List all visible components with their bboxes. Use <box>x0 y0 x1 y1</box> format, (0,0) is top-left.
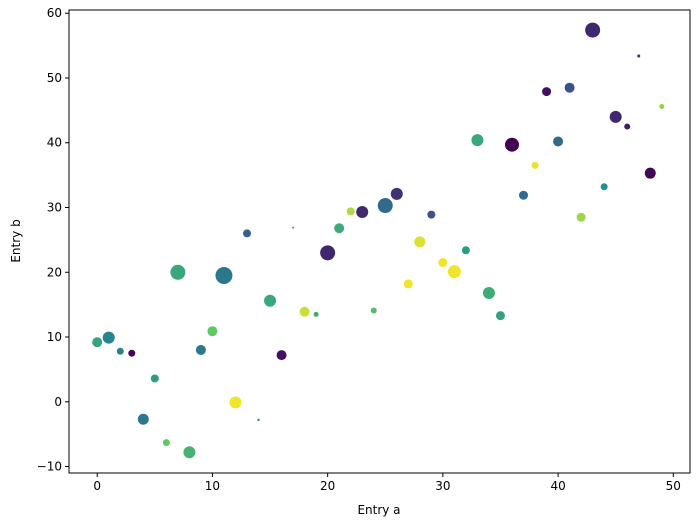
y-tick-label-50: 50 <box>47 71 62 85</box>
x-axis-label: Entry a <box>357 503 400 517</box>
data-point-31 <box>447 265 461 279</box>
data-point-11 <box>215 267 233 284</box>
y-tick-label-0: 0 <box>54 395 62 409</box>
data-point-49 <box>659 103 665 109</box>
data-point-47 <box>637 54 641 58</box>
data-point-26 <box>390 187 403 200</box>
data-point-41 <box>564 82 575 93</box>
data-point-1 <box>102 331 115 344</box>
y-axis-label: Entry b <box>9 219 23 262</box>
data-point-42 <box>576 212 586 222</box>
data-point-16 <box>276 350 287 361</box>
x-tick-label-50: 50 <box>666 479 681 493</box>
data-point-43 <box>585 22 601 38</box>
data-point-14 <box>257 418 260 422</box>
data-point-9 <box>195 344 206 355</box>
data-point-39 <box>542 87 552 97</box>
data-point-27 <box>403 279 413 289</box>
data-point-30 <box>438 258 448 268</box>
data-point-29 <box>427 210 436 219</box>
data-point-36 <box>505 137 519 152</box>
x-tick-label-0: 0 <box>93 479 101 493</box>
axes-frame <box>68 9 691 474</box>
data-point-7 <box>170 264 186 280</box>
y-tick-label-60: 60 <box>47 6 62 20</box>
y-tick-label-40: 40 <box>47 136 62 150</box>
data-point-35 <box>495 311 505 321</box>
data-point-8 <box>183 446 196 459</box>
data-point-23 <box>356 206 369 219</box>
data-point-46 <box>624 123 631 130</box>
data-point-4 <box>137 413 149 425</box>
data-point-34 <box>482 286 495 299</box>
y-tick-label-30: 30 <box>47 201 62 215</box>
data-point-28 <box>414 236 426 248</box>
data-point-33 <box>471 134 484 147</box>
data-point-40 <box>553 136 564 147</box>
data-point-20 <box>320 245 336 261</box>
x-tick-label-30: 30 <box>435 479 450 493</box>
x-tick-label-20: 20 <box>320 479 335 493</box>
data-point-10 <box>207 326 218 337</box>
data-point-22 <box>346 207 355 216</box>
data-point-18 <box>299 306 310 317</box>
axes: 0 10 20 30 40 50 −10 0 10 20 30 40 50 60 <box>37 6 691 493</box>
data-point-24 <box>370 307 377 314</box>
y-tick-label-20: 20 <box>47 265 62 279</box>
data-point-3 <box>128 349 136 357</box>
y-tick-label-10: 10 <box>47 330 62 344</box>
plot-area <box>92 22 665 459</box>
data-point-5 <box>150 374 159 383</box>
data-point-48 <box>644 167 656 179</box>
data-point-21 <box>334 223 345 234</box>
data-point-37 <box>519 190 529 200</box>
y-tick-label--10: −10 <box>37 460 62 474</box>
data-point-17 <box>292 226 295 229</box>
data-point-0 <box>92 337 103 348</box>
data-point-15 <box>264 294 277 307</box>
data-point-32 <box>461 246 470 255</box>
data-point-19 <box>313 311 319 317</box>
data-point-13 <box>243 229 251 238</box>
data-point-38 <box>531 161 539 169</box>
data-point-44 <box>600 183 608 191</box>
data-point-6 <box>162 439 170 447</box>
data-point-45 <box>609 110 622 123</box>
x-tick-label-10: 10 <box>205 479 220 493</box>
data-point-12 <box>229 396 242 409</box>
data-point-2 <box>116 347 124 355</box>
x-tick-label-40: 40 <box>550 479 565 493</box>
data-point-25 <box>377 198 393 214</box>
